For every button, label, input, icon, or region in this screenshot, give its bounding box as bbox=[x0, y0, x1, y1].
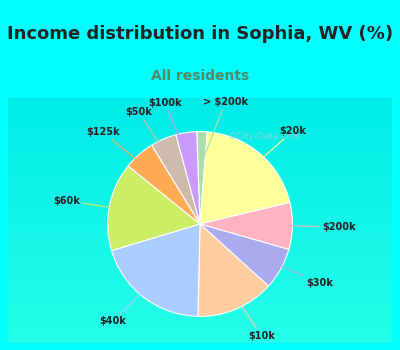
Text: $200k: $200k bbox=[260, 222, 356, 232]
Text: $20k: $20k bbox=[239, 126, 306, 178]
Wedge shape bbox=[200, 132, 290, 224]
Text: > $200k: > $200k bbox=[201, 97, 248, 164]
Text: Income distribution in Sophia, WV (%): Income distribution in Sophia, WV (%) bbox=[7, 25, 393, 43]
Text: $40k: $40k bbox=[99, 272, 164, 326]
Wedge shape bbox=[200, 203, 292, 250]
Wedge shape bbox=[112, 224, 200, 316]
Text: $10k: $10k bbox=[224, 279, 275, 341]
Text: All residents: All residents bbox=[151, 69, 249, 83]
Text: $60k: $60k bbox=[54, 196, 141, 212]
Text: ©City-Data.com: ©City-Data.com bbox=[228, 132, 302, 141]
Wedge shape bbox=[200, 224, 289, 286]
Wedge shape bbox=[198, 224, 268, 316]
Wedge shape bbox=[152, 135, 200, 224]
Wedge shape bbox=[176, 132, 200, 224]
Text: $125k: $125k bbox=[86, 127, 160, 179]
Text: $100k: $100k bbox=[148, 98, 191, 164]
Wedge shape bbox=[108, 166, 200, 251]
Text: $30k: $30k bbox=[252, 253, 334, 288]
Wedge shape bbox=[197, 132, 207, 224]
Wedge shape bbox=[128, 145, 200, 224]
Text: $50k: $50k bbox=[125, 107, 176, 169]
